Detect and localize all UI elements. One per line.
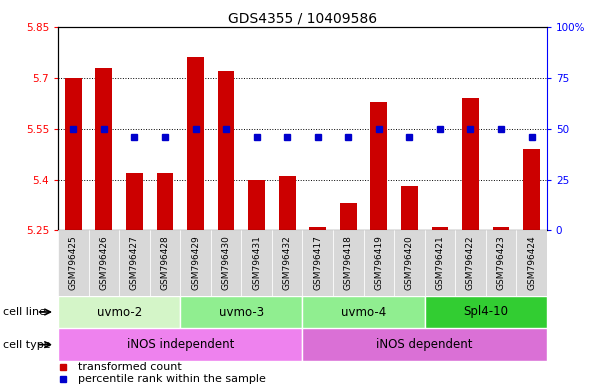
Bar <box>462 98 479 230</box>
Text: GSM796424: GSM796424 <box>527 236 536 290</box>
Bar <box>119 230 150 296</box>
Bar <box>364 230 394 296</box>
Text: GSM796430: GSM796430 <box>222 236 230 290</box>
Bar <box>455 230 486 296</box>
Bar <box>401 186 418 230</box>
Bar <box>302 230 333 296</box>
Text: GSM796427: GSM796427 <box>130 236 139 290</box>
Bar <box>492 227 510 230</box>
Bar <box>370 101 387 230</box>
Bar <box>486 230 516 296</box>
Text: GSM796421: GSM796421 <box>436 236 444 290</box>
Bar <box>340 203 357 230</box>
Bar <box>58 328 302 361</box>
Text: iNOS dependent: iNOS dependent <box>376 338 473 351</box>
Bar <box>279 176 296 230</box>
Bar <box>333 230 364 296</box>
Text: GSM796420: GSM796420 <box>405 236 414 290</box>
Bar <box>89 230 119 296</box>
Text: GSM796432: GSM796432 <box>283 236 291 290</box>
Bar <box>180 296 302 328</box>
Text: cell line: cell line <box>3 307 46 317</box>
Bar <box>516 230 547 296</box>
Text: GSM796422: GSM796422 <box>466 236 475 290</box>
Bar <box>431 227 448 230</box>
Text: transformed count: transformed count <box>78 362 181 372</box>
Bar <box>218 71 235 230</box>
Bar <box>187 57 204 230</box>
Text: GSM796425: GSM796425 <box>69 236 78 290</box>
Bar <box>156 173 174 230</box>
Text: uvmo-3: uvmo-3 <box>219 306 264 318</box>
Title: GDS4355 / 10409586: GDS4355 / 10409586 <box>228 12 377 26</box>
Bar <box>95 68 112 230</box>
Text: GSM796417: GSM796417 <box>313 236 322 290</box>
Bar <box>126 173 143 230</box>
Text: GSM796418: GSM796418 <box>344 236 353 290</box>
Text: GSM796428: GSM796428 <box>161 236 169 290</box>
Bar <box>309 227 326 230</box>
Text: GSM796423: GSM796423 <box>497 236 505 290</box>
Bar <box>272 230 302 296</box>
Text: cell type: cell type <box>3 339 51 350</box>
Text: GSM796429: GSM796429 <box>191 236 200 290</box>
Bar <box>150 230 180 296</box>
Text: GSM796426: GSM796426 <box>100 236 108 290</box>
Text: GSM796431: GSM796431 <box>252 236 261 290</box>
Text: uvmo-4: uvmo-4 <box>341 306 386 318</box>
Text: percentile rank within the sample: percentile rank within the sample <box>78 374 265 384</box>
Bar <box>58 230 89 296</box>
Text: Spl4-10: Spl4-10 <box>463 306 508 318</box>
Text: GSM796419: GSM796419 <box>375 236 383 290</box>
Bar <box>302 328 547 361</box>
Text: iNOS independent: iNOS independent <box>126 338 234 351</box>
Bar <box>394 230 425 296</box>
Bar <box>65 78 82 230</box>
Bar <box>248 179 265 230</box>
Bar <box>523 149 540 230</box>
Bar <box>58 296 180 328</box>
Text: uvmo-2: uvmo-2 <box>97 306 142 318</box>
Bar <box>180 230 211 296</box>
Bar <box>241 230 272 296</box>
Bar <box>425 296 547 328</box>
Bar <box>211 230 241 296</box>
Bar <box>302 296 425 328</box>
Bar <box>425 230 455 296</box>
